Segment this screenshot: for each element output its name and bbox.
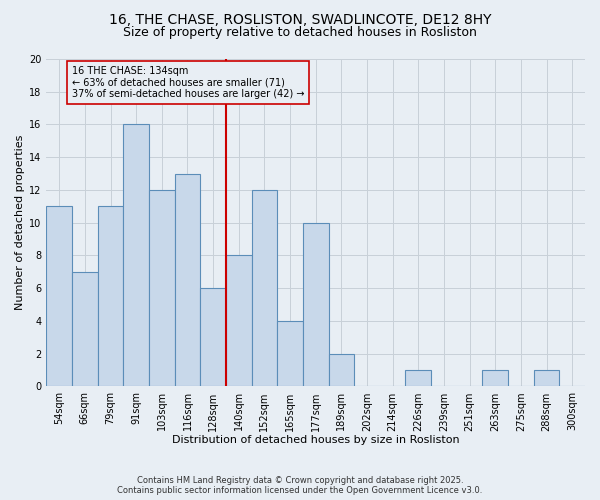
X-axis label: Distribution of detached houses by size in Rosliston: Distribution of detached houses by size … <box>172 435 460 445</box>
Bar <box>226 256 251 386</box>
Bar <box>482 370 508 386</box>
Bar <box>98 206 124 386</box>
Bar <box>124 124 149 386</box>
Text: 16 THE CHASE: 134sqm
← 63% of detached houses are smaller (71)
37% of semi-detac: 16 THE CHASE: 134sqm ← 63% of detached h… <box>72 66 305 98</box>
Bar <box>72 272 98 386</box>
Text: 16, THE CHASE, ROSLISTON, SWADLINCOTE, DE12 8HY: 16, THE CHASE, ROSLISTON, SWADLINCOTE, D… <box>109 12 491 26</box>
Text: Size of property relative to detached houses in Rosliston: Size of property relative to detached ho… <box>123 26 477 39</box>
Bar <box>303 222 329 386</box>
Bar <box>406 370 431 386</box>
Bar <box>277 321 303 386</box>
Bar <box>46 206 72 386</box>
Bar <box>329 354 354 386</box>
Bar <box>149 190 175 386</box>
Bar <box>200 288 226 386</box>
Bar <box>175 174 200 386</box>
Bar <box>534 370 559 386</box>
Text: Contains HM Land Registry data © Crown copyright and database right 2025.
Contai: Contains HM Land Registry data © Crown c… <box>118 476 482 495</box>
Y-axis label: Number of detached properties: Number of detached properties <box>15 135 25 310</box>
Bar <box>251 190 277 386</box>
